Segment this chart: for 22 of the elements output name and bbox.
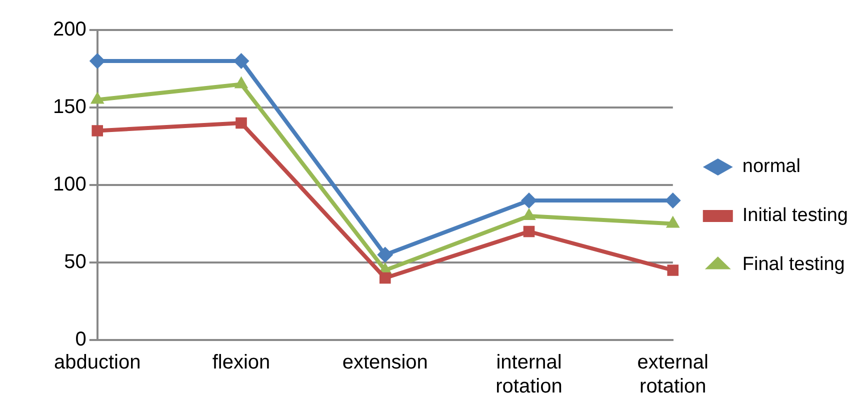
point — [377, 246, 394, 263]
x-tick-label: flexion — [212, 352, 270, 374]
legend-label: Final testing — [742, 254, 845, 276]
point — [236, 117, 247, 129]
y-tick-label: 200 — [52, 18, 86, 41]
y-tick-label: 100 — [52, 174, 86, 196]
point — [667, 264, 679, 276]
point — [92, 125, 104, 136]
legend-label: Initial testing — [742, 205, 848, 226]
y-tick-label: 50 — [64, 251, 86, 274]
y-tick-label: 0 — [75, 328, 86, 351]
point — [664, 192, 681, 208]
x-tick-label: external rotation — [637, 352, 708, 398]
x-tick-label: abduction — [54, 352, 141, 374]
legend-label: normal — [742, 156, 800, 178]
point — [523, 226, 535, 238]
x-tick-label: extension — [342, 352, 428, 374]
point — [379, 272, 391, 284]
x-tick-label: internal rotation — [496, 352, 562, 398]
y-tick-label: 150 — [52, 96, 86, 118]
point — [233, 53, 250, 69]
point — [89, 53, 106, 69]
